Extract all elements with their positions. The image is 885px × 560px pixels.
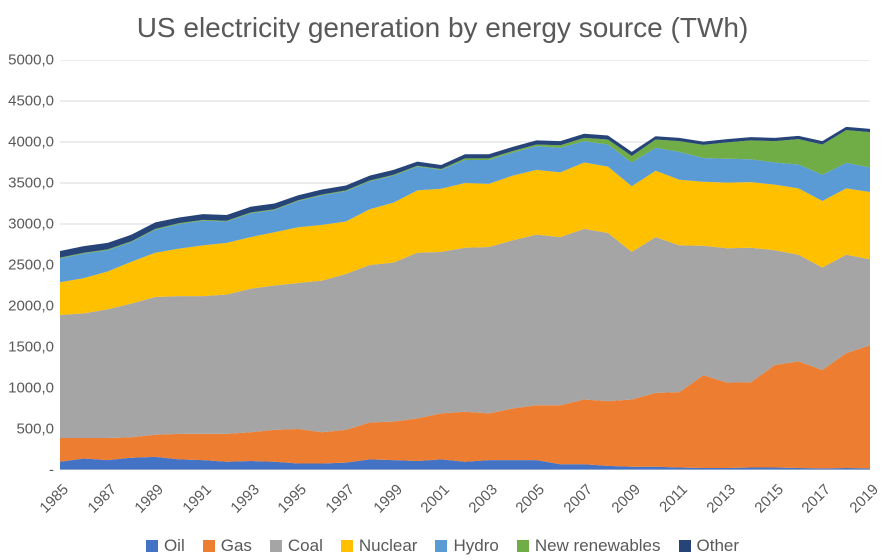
x-tick-label: 1995 (275, 481, 311, 517)
x-tick-label: 1987 (84, 481, 120, 517)
x-tick-label: 2007 (561, 481, 597, 517)
legend-label: Oil (164, 536, 185, 556)
x-tick-label: 1985 (36, 481, 72, 517)
legend-swatch (203, 540, 215, 552)
legend-item-new-renewables: New renewables (517, 536, 661, 556)
y-tick-label: 500,0 (16, 421, 54, 438)
legend-label: Hydro (453, 536, 498, 556)
x-tick-label: 2001 (418, 481, 454, 517)
y-tick-label: 4500,0 (8, 93, 54, 110)
y-tick-label: 1500,0 (8, 339, 54, 356)
legend-label: Coal (288, 536, 323, 556)
legend-label: Nuclear (359, 536, 418, 556)
x-axis-labels: 1985198719891991199319951997199920012003… (60, 475, 870, 525)
legend-label: Gas (221, 536, 252, 556)
x-tick-label: 2015 (751, 481, 787, 517)
legend-swatch (341, 540, 353, 552)
y-tick-label: 3000,0 (8, 216, 54, 233)
x-tick-label: 2011 (657, 481, 692, 516)
x-tick-label: 2017 (799, 481, 835, 517)
y-tick-label: - (49, 462, 54, 479)
legend-swatch (679, 540, 691, 552)
y-tick-label: 2000,0 (8, 298, 54, 315)
legend-item-gas: Gas (203, 536, 252, 556)
legend-label: New renewables (535, 536, 661, 556)
x-tick-label: 2005 (513, 481, 549, 517)
x-tick-label: 1993 (227, 481, 263, 517)
chart-svg (60, 60, 870, 470)
plot-area: -500,01000,01500,02000,02500,03000,03500… (60, 60, 870, 470)
legend-item-nuclear: Nuclear (341, 536, 418, 556)
legend-item-oil: Oil (146, 536, 185, 556)
y-tick-label: 5000,0 (8, 52, 54, 69)
legend-item-coal: Coal (270, 536, 323, 556)
y-tick-label: 1000,0 (8, 380, 54, 397)
x-tick-label: 1991 (179, 481, 215, 517)
y-tick-label: 3500,0 (8, 175, 54, 192)
x-tick-label: 1999 (370, 481, 406, 517)
legend-item-hydro: Hydro (435, 536, 498, 556)
legend-swatch (435, 540, 447, 552)
legend-label: Other (697, 536, 740, 556)
x-tick-label: 2013 (703, 481, 739, 517)
y-tick-label: 4000,0 (8, 134, 54, 151)
y-tick-label: 2500,0 (8, 257, 54, 274)
legend-swatch (270, 540, 282, 552)
legend-item-other: Other (679, 536, 740, 556)
x-tick-label: 1989 (132, 481, 168, 517)
x-tick-label: 1997 (322, 481, 358, 517)
legend-swatch (146, 540, 158, 552)
legend: Oil Gas Coal Nuclear Hydro New renewables Othe… (0, 536, 885, 556)
chart-title: US electricity generation by energy sour… (0, 12, 885, 44)
electricity-chart: US electricity generation by energy sour… (0, 0, 885, 560)
x-tick-label: 2009 (608, 481, 644, 517)
x-tick-label: 2019 (846, 481, 882, 517)
x-tick-label: 2003 (465, 481, 501, 517)
legend-swatch (517, 540, 529, 552)
